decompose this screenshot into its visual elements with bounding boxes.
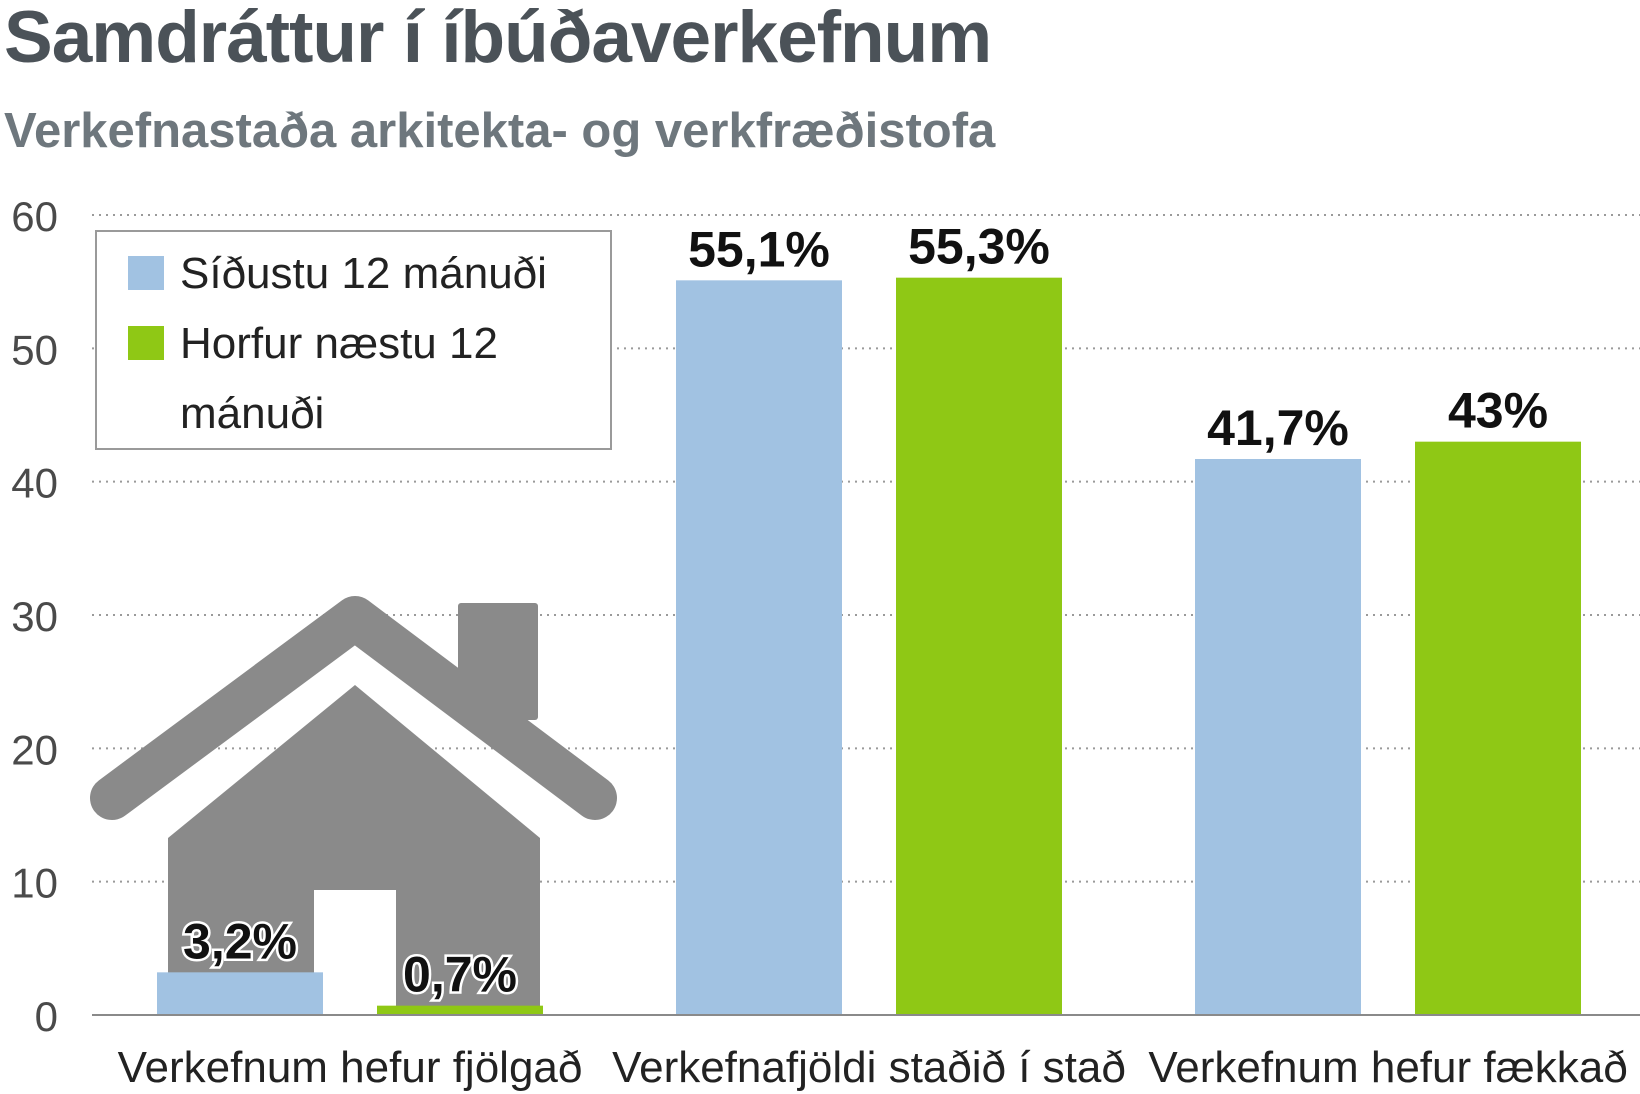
- legend-label: Horfur næstu 12: [180, 319, 498, 368]
- data-label: 55,3%: [908, 219, 1050, 275]
- bar: [1415, 441, 1581, 1016]
- x-category-label: Verkefnum hefur fjölgað: [118, 1043, 583, 1092]
- house-icon: [90, 596, 617, 1014]
- bar: [896, 277, 1062, 1016]
- y-tick-label: 10: [11, 860, 58, 907]
- bar: [157, 972, 323, 1015]
- bar: [377, 1005, 543, 1015]
- y-tick-label: 40: [11, 460, 58, 507]
- legend: Síðustu 12 mánuði Horfur næstu 12 mánuði: [95, 230, 612, 450]
- data-label: 55,1%: [688, 221, 830, 277]
- chart-subtitle: Verkefnastaða arkitekta- og verkfræðisto…: [4, 104, 996, 158]
- chart-title: Samdráttur í íbúðaverkefnum: [4, 0, 992, 78]
- data-label: 41,7%: [1207, 400, 1349, 456]
- y-axis-ticks: 0 10 20 30 40 50 60: [11, 193, 58, 1040]
- bar: [1195, 459, 1361, 1015]
- bars: [157, 277, 1581, 1016]
- data-label: 0,7%: [403, 947, 517, 1003]
- bar: [676, 280, 842, 1015]
- x-category-label: Verkefnum hefur fækkað: [1148, 1043, 1627, 1092]
- y-tick-label: 20: [11, 726, 58, 773]
- y-tick-label: 0: [35, 993, 58, 1040]
- y-tick-label: 50: [11, 326, 58, 373]
- legend-swatch: [128, 326, 164, 360]
- gridlines: [92, 214, 1640, 883]
- data-label: 43%: [1448, 383, 1548, 439]
- x-category-label: Verkefnafjöldi staðið í stað: [612, 1043, 1126, 1092]
- y-tick-label: 30: [11, 593, 58, 640]
- legend-swatch: [128, 256, 164, 290]
- legend-box: [95, 230, 612, 450]
- legend-label: Síðustu 12 mánuði: [180, 249, 547, 298]
- x-axis-categories: Verkefnum hefur fjölgað Verkefnafjöldi st…: [118, 1043, 1628, 1092]
- y-tick-label: 60: [11, 193, 58, 240]
- legend-label: mánuði: [180, 389, 324, 438]
- data-labels: 3,2% 55,1% 41,7% 0,7% 55,3% 43%: [181, 216, 1551, 1005]
- data-label: 3,2%: [183, 913, 297, 969]
